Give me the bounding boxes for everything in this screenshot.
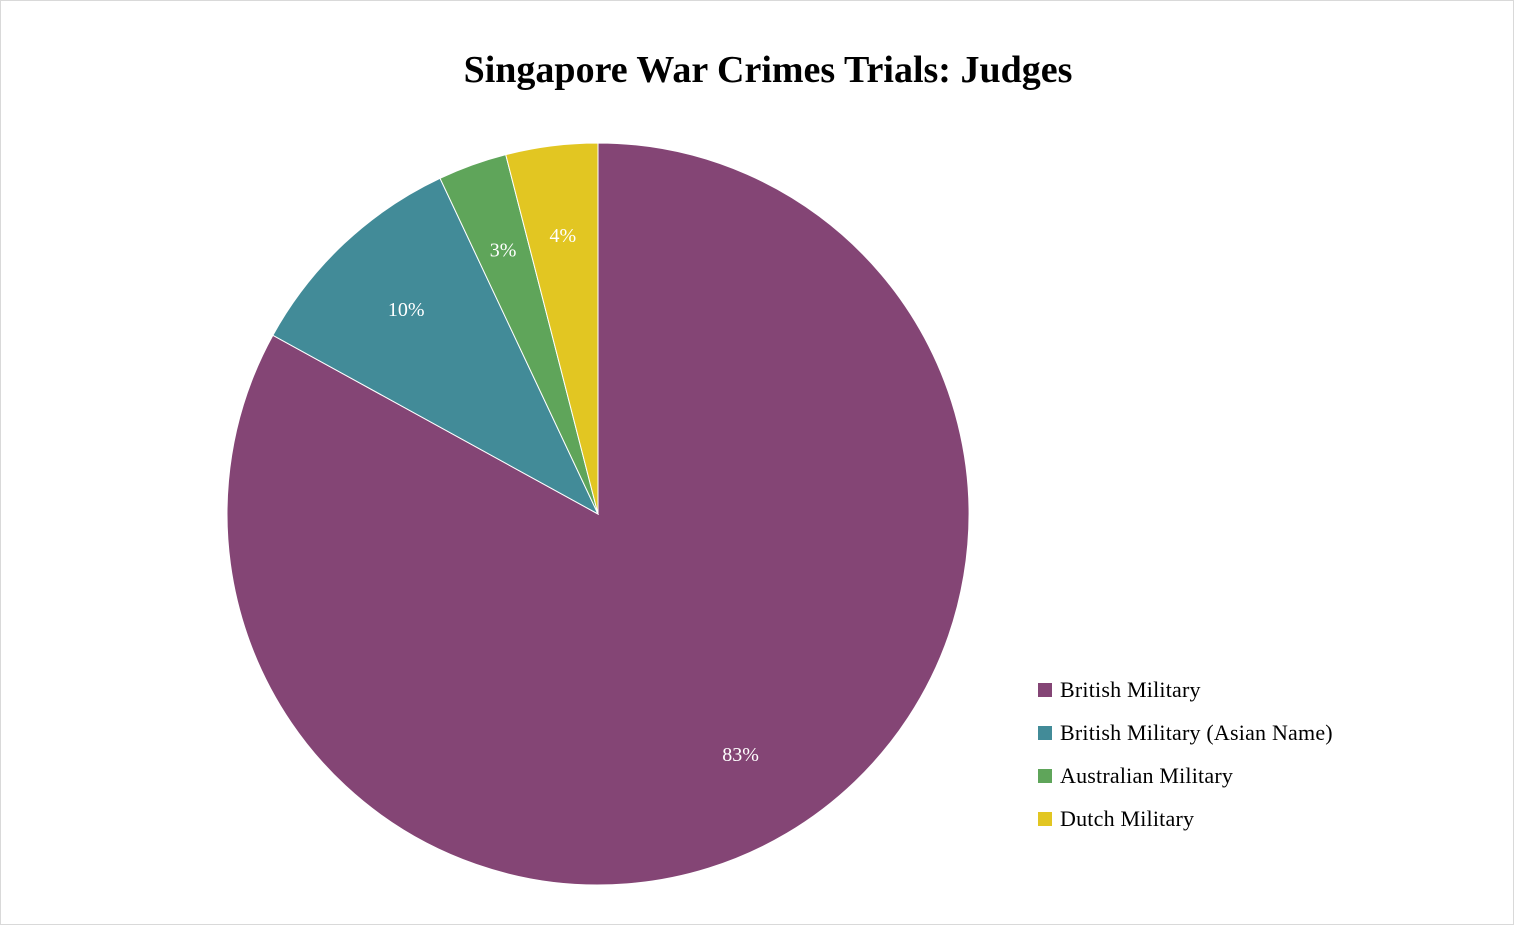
legend-swatch [1038,768,1052,783]
legend: British Military British Military (Asian… [1038,668,1458,840]
chart-title: Singapore War Crimes Trials: Judges [463,49,1073,91]
legend-swatch [1038,682,1052,697]
legend-swatch [1038,811,1052,826]
legend-label: British Military (Asian Name) [1060,719,1333,745]
data-label: 83% [722,744,759,766]
legend-label: Australian Military [1060,762,1234,788]
data-label: 10% [388,299,425,321]
data-label: 4% [550,225,577,247]
data-label: 3% [490,239,517,261]
legend-label: Dutch Military [1060,805,1195,831]
legend-label: British Military [1060,676,1201,702]
legend-item-british-military-asian-name: British Military (Asian Name) [1038,711,1458,754]
legend-item-british-military: British Military [1038,668,1458,711]
legend-item-dutch-military: Dutch Military [1038,797,1458,840]
legend-item-australian-military: Australian Military [1038,754,1458,797]
legend-swatch [1038,725,1052,740]
pie-slice-british-military-asian-name [272,177,600,516]
pie-slice-dutch-military [505,142,599,515]
